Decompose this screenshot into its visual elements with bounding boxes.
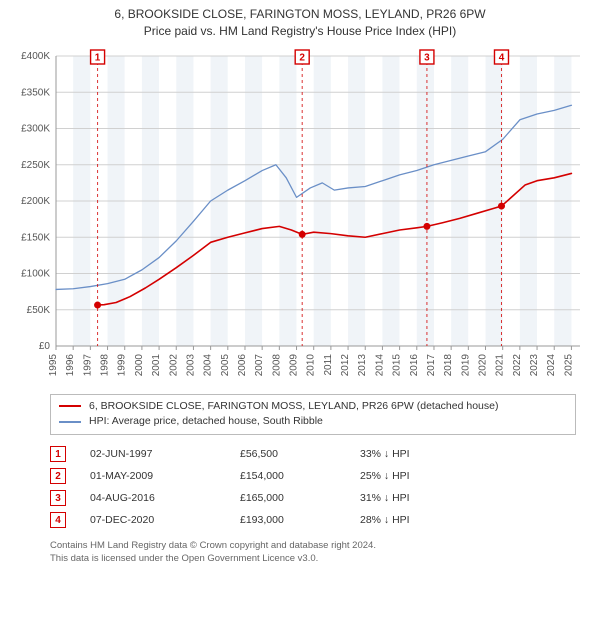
svg-text:2009: 2009 bbox=[289, 353, 300, 376]
svg-text:£0: £0 bbox=[39, 341, 51, 352]
footer-line1: Contains HM Land Registry data © Crown c… bbox=[50, 539, 576, 552]
sale-date: 01-MAY-2009 bbox=[90, 470, 240, 482]
sale-marker-box: 2 bbox=[50, 468, 66, 484]
sale-hpi-diff: 33% ↓ HPI bbox=[360, 448, 470, 460]
legend-swatch bbox=[59, 421, 81, 423]
chart-title-line1: 6, BROOKSIDE CLOSE, FARINGTON MOSS, LEYL… bbox=[0, 6, 600, 23]
sales-row: 3 04-AUG-2016£165,00031% ↓ HPI bbox=[50, 487, 576, 509]
svg-text:2008: 2008 bbox=[271, 353, 282, 376]
svg-text:£50K: £50K bbox=[27, 304, 51, 315]
svg-text:2019: 2019 bbox=[460, 353, 471, 376]
svg-text:3: 3 bbox=[424, 52, 430, 63]
svg-text:2016: 2016 bbox=[409, 353, 420, 376]
sale-price: £165,000 bbox=[240, 492, 360, 504]
svg-text:4: 4 bbox=[499, 52, 505, 63]
legend-swatch bbox=[59, 405, 81, 407]
svg-text:1999: 1999 bbox=[117, 353, 128, 376]
svg-text:2004: 2004 bbox=[203, 353, 214, 376]
svg-text:2022: 2022 bbox=[512, 353, 523, 376]
legend-item: 6, BROOKSIDE CLOSE, FARINGTON MOSS, LEYL… bbox=[59, 399, 567, 415]
svg-text:1996: 1996 bbox=[65, 353, 76, 376]
svg-text:£400K: £400K bbox=[21, 51, 50, 62]
svg-text:2025: 2025 bbox=[563, 353, 574, 376]
svg-text:2014: 2014 bbox=[374, 353, 385, 376]
sale-hpi-diff: 25% ↓ HPI bbox=[360, 470, 470, 482]
sales-row: 1 02-JUN-1997£56,50033% ↓ HPI bbox=[50, 443, 576, 465]
chart-title-block: 6, BROOKSIDE CLOSE, FARINGTON MOSS, LEYL… bbox=[0, 0, 600, 40]
sale-price: £193,000 bbox=[240, 514, 360, 526]
svg-text:£350K: £350K bbox=[21, 87, 50, 98]
sale-hpi-diff: 31% ↓ HPI bbox=[360, 492, 470, 504]
svg-text:2: 2 bbox=[299, 52, 305, 63]
svg-text:1997: 1997 bbox=[82, 353, 93, 376]
footer-line2: This data is licensed under the Open Gov… bbox=[50, 552, 576, 565]
svg-text:£300K: £300K bbox=[21, 123, 50, 134]
svg-text:2006: 2006 bbox=[237, 353, 248, 376]
legend-label: 6, BROOKSIDE CLOSE, FARINGTON MOSS, LEYL… bbox=[89, 399, 498, 415]
sale-date: 07-DEC-2020 bbox=[90, 514, 240, 526]
legend-item: HPI: Average price, detached house, Sout… bbox=[59, 414, 567, 430]
svg-text:2020: 2020 bbox=[478, 353, 489, 376]
sale-price: £56,500 bbox=[240, 448, 360, 460]
svg-text:2023: 2023 bbox=[529, 353, 540, 376]
sales-row: 2 01-MAY-2009£154,00025% ↓ HPI bbox=[50, 465, 576, 487]
price-vs-hpi-chart: £0 £50K £100K £150K £200K £250K £300K £350K £400… bbox=[10, 46, 590, 386]
svg-text:2018: 2018 bbox=[443, 353, 454, 376]
svg-text:2015: 2015 bbox=[392, 353, 403, 376]
sales-table: 1 02-JUN-1997£56,50033% ↓ HPI 2 01-MAY-2009… bbox=[50, 443, 576, 531]
svg-text:2021: 2021 bbox=[495, 353, 506, 376]
sale-price: £154,000 bbox=[240, 470, 360, 482]
svg-text:2000: 2000 bbox=[134, 353, 145, 376]
svg-text:£250K: £250K bbox=[21, 159, 50, 170]
svg-text:£150K: £150K bbox=[21, 232, 50, 243]
chart-footer: Contains HM Land Registry data © Crown c… bbox=[50, 539, 576, 566]
svg-text:£100K: £100K bbox=[21, 268, 50, 279]
svg-text:2010: 2010 bbox=[306, 353, 317, 376]
sale-date: 04-AUG-2016 bbox=[90, 492, 240, 504]
sale-marker-box: 3 bbox=[50, 490, 66, 506]
svg-text:2012: 2012 bbox=[340, 353, 351, 376]
svg-text:2001: 2001 bbox=[151, 353, 162, 376]
svg-text:2003: 2003 bbox=[185, 353, 196, 376]
sale-marker-box: 1 bbox=[50, 446, 66, 462]
svg-text:1: 1 bbox=[95, 52, 101, 63]
sale-hpi-diff: 28% ↓ HPI bbox=[360, 514, 470, 526]
legend-label: HPI: Average price, detached house, Sout… bbox=[89, 414, 323, 430]
svg-text:2011: 2011 bbox=[323, 353, 334, 375]
chart-legend: 6, BROOKSIDE CLOSE, FARINGTON MOSS, LEYL… bbox=[50, 394, 576, 436]
svg-text:1995: 1995 bbox=[48, 353, 59, 376]
sale-marker-box: 4 bbox=[50, 512, 66, 528]
svg-text:1998: 1998 bbox=[100, 353, 111, 376]
svg-text:£200K: £200K bbox=[21, 196, 50, 207]
svg-text:2002: 2002 bbox=[168, 353, 179, 376]
sale-date: 02-JUN-1997 bbox=[90, 448, 240, 460]
sales-row: 4 07-DEC-2020£193,00028% ↓ HPI bbox=[50, 509, 576, 531]
svg-text:2005: 2005 bbox=[220, 353, 231, 376]
svg-text:2013: 2013 bbox=[357, 353, 368, 376]
chart-title-line2: Price paid vs. HM Land Registry's House … bbox=[0, 23, 600, 40]
svg-text:2024: 2024 bbox=[546, 353, 557, 376]
svg-text:2017: 2017 bbox=[426, 353, 437, 376]
svg-text:2007: 2007 bbox=[254, 353, 265, 376]
